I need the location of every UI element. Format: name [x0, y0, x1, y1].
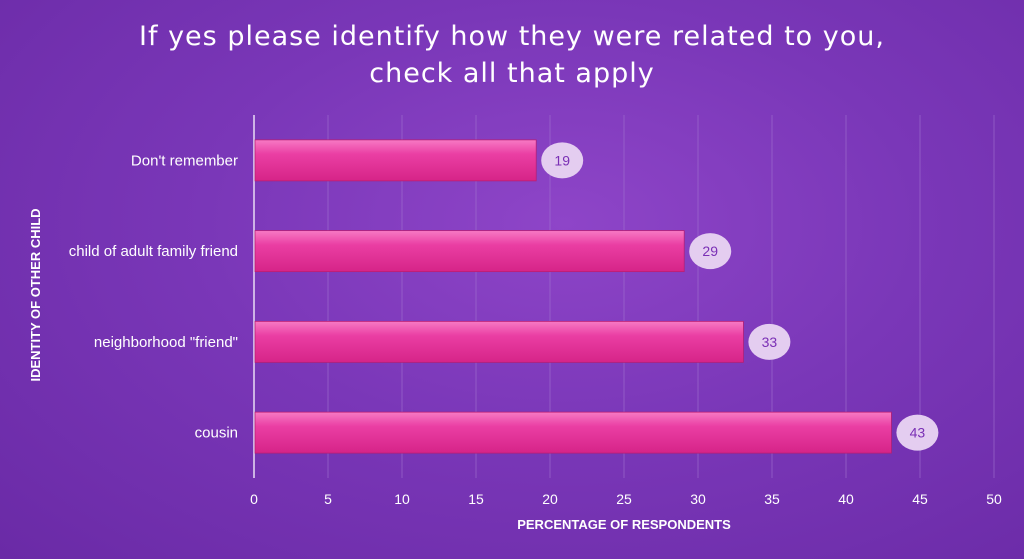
data-label: 19 [554, 152, 570, 168]
x-tick-label: 50 [986, 491, 1002, 507]
data-label-bubble [689, 233, 732, 270]
x-tick-label: 30 [690, 491, 706, 507]
bar [254, 230, 685, 273]
x-tick-label: 35 [764, 491, 780, 507]
y-axis-title: IDENTITY OF OTHER CHILD [28, 208, 43, 381]
x-tick-label: 15 [468, 491, 484, 507]
category-label: neighborhood "friend" [94, 334, 238, 351]
x-axis-title: PERCENTAGE OF RESPONDENTS [517, 517, 731, 532]
x-tick-label: 5 [324, 491, 332, 507]
data-label-bubble [896, 414, 939, 451]
category-label: Don't remember [131, 152, 238, 169]
bars [254, 139, 892, 454]
x-tick-label: 45 [912, 491, 928, 507]
x-tick-labels: 0 5 10 15 20 25 30 35 40 45 50 [250, 491, 1002, 507]
category-label: child of adult family friend [69, 243, 238, 260]
category-label: cousin [195, 425, 238, 442]
bar [254, 320, 744, 363]
chart-title-line-1: If yes please identify how they were rel… [139, 21, 885, 52]
chart-title-line-2: check all that apply [369, 58, 654, 89]
bar [254, 411, 892, 454]
data-labels: 19 29 33 43 [541, 142, 939, 451]
x-tick-label: 10 [394, 491, 410, 507]
x-tick-label: 40 [838, 491, 854, 507]
data-label: 33 [762, 334, 778, 350]
x-tick-label: 25 [616, 491, 632, 507]
data-label: 43 [910, 425, 926, 441]
bar [254, 139, 537, 182]
data-label-bubble [541, 142, 584, 179]
data-label-bubble [748, 323, 791, 360]
chart-title: If yes please identify how they were rel… [139, 21, 885, 89]
category-labels: Don't remember child of adult family frie… [69, 152, 238, 441]
data-label: 29 [702, 243, 718, 259]
x-tick-label: 0 [250, 491, 258, 507]
x-tick-label: 20 [542, 491, 558, 507]
